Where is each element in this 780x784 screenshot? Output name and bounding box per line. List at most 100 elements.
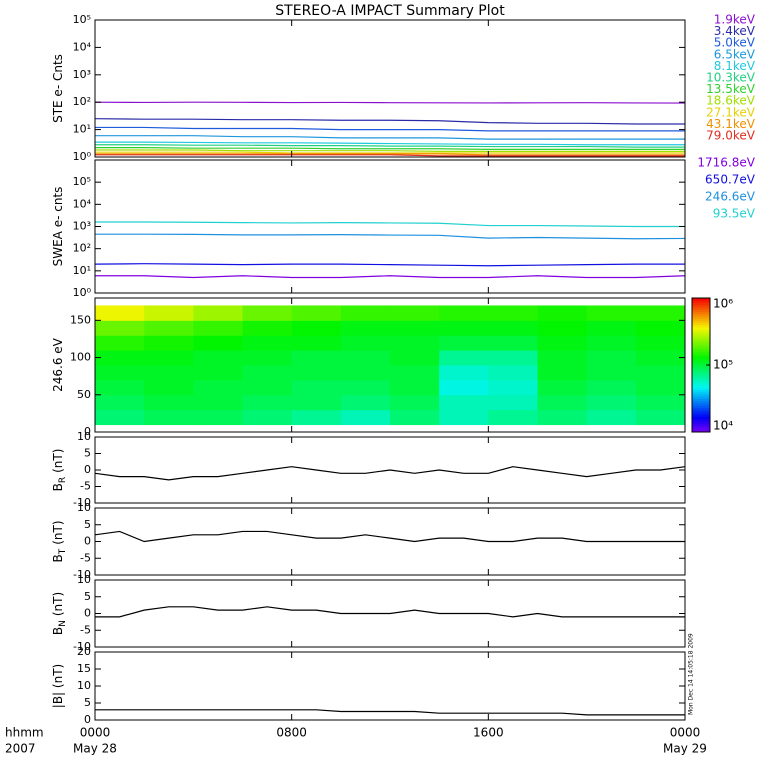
- heatmap-cell: [537, 409, 588, 426]
- y-label-text: |B| (nT): [51, 664, 65, 708]
- colorbar-stripe: [692, 407, 710, 411]
- heatmap-cell: [635, 350, 685, 366]
- heatmap-cell: [390, 365, 440, 381]
- y-tick-label: 15: [77, 662, 91, 675]
- heatmap-cell: [291, 379, 342, 396]
- heatmap-cell: [635, 394, 685, 411]
- colorbar-stripe: [692, 304, 710, 308]
- y-axis-label: STE e- Cnts: [51, 54, 65, 123]
- colorbar-label: 10⁴: [713, 419, 733, 433]
- heatmap-cell: [291, 365, 342, 381]
- heatmap-cell: [635, 365, 685, 381]
- colorbar-stripe: [692, 389, 710, 393]
- heatmap-cell: [95, 409, 145, 426]
- heatmap-cell: [586, 320, 637, 336]
- colorbar-stripe: [692, 360, 710, 364]
- footnote: Mon Dec 14 14:05:18 2009: [688, 633, 695, 715]
- y-tick-label: 10²: [73, 242, 91, 255]
- heatmap-cell: [439, 379, 489, 396]
- heatmap-cell: [635, 409, 685, 426]
- colorbar-stripe: [692, 300, 710, 303]
- colorbar-stripe: [692, 365, 710, 368]
- y-tick-label: -5: [80, 480, 91, 493]
- colorbar-stripe: [692, 391, 710, 395]
- heatmap-cell: [291, 409, 342, 426]
- colorbar-stripe: [692, 373, 710, 377]
- colorbar-stripe: [692, 411, 710, 415]
- series-line: [95, 530, 685, 543]
- series-line: [95, 135, 685, 140]
- legend-label: 3.4keV: [714, 24, 756, 38]
- colorbar-stripe: [692, 378, 710, 382]
- heatmap-cell: [390, 350, 440, 366]
- heatmap-cell: [586, 409, 637, 426]
- colorbar-stripe: [692, 371, 710, 375]
- series-line: [95, 147, 685, 150]
- legend-label: 6.5keV: [714, 47, 756, 61]
- panel-data: [95, 101, 685, 157]
- colorbar-stripe: [692, 302, 710, 306]
- y-label-unit: (nT): [51, 592, 65, 616]
- y-tick-label: 10³: [73, 220, 91, 233]
- colorbar-stripe: [692, 333, 710, 337]
- heatmap-cell: [340, 394, 391, 411]
- panel-data: [95, 221, 685, 279]
- heatmap-cell: [144, 379, 194, 396]
- colorbar-stripe: [692, 409, 710, 413]
- x-date-label: May 28: [73, 742, 117, 756]
- panel-data: [95, 606, 685, 618]
- heatmap-cell: [95, 305, 145, 321]
- series-line: [95, 126, 685, 132]
- colorbar-stripe: [692, 385, 710, 388]
- colorbar-stripe: [692, 327, 710, 330]
- y-label-sub: N: [58, 620, 68, 627]
- y-label-unit: (nT): [51, 449, 65, 473]
- heatmap-cell: [95, 379, 145, 396]
- heatmap-cell: [242, 305, 293, 321]
- colorbar-stripe: [692, 356, 710, 359]
- colorbar-stripe: [692, 405, 710, 408]
- heatmap-cell: [635, 305, 685, 321]
- series-line: [95, 221, 685, 228]
- y-tick-label: 10: [77, 573, 91, 586]
- colorbar-stripe: [692, 311, 710, 315]
- colorbar-label: 10⁶: [713, 297, 733, 311]
- heatmap-cell: [242, 320, 293, 336]
- legend-label: 246.6eV: [705, 190, 756, 204]
- colorbar-stripe: [692, 416, 710, 420]
- y-tick-label: 100: [70, 351, 91, 364]
- heatmap-cell: [439, 320, 489, 336]
- y-tick-label: 10¹: [73, 123, 91, 136]
- colorbar-stripe: [692, 380, 710, 384]
- y-label-unit: (nT): [51, 520, 65, 544]
- colorbar-stripe: [692, 344, 710, 348]
- colorbar-stripe: [692, 418, 710, 422]
- heatmap-cell: [439, 305, 489, 321]
- heatmap-cell: [95, 350, 145, 366]
- colorbar-stripe: [692, 353, 710, 357]
- heatmap-cell: [537, 320, 588, 336]
- series-line: [95, 101, 685, 104]
- series-line: [95, 606, 685, 618]
- x-tick-label: 1600: [473, 726, 504, 740]
- panel-frame: [94, 297, 686, 433]
- heatmap-cell: [390, 320, 440, 336]
- y-tick-label: 5: [84, 696, 91, 709]
- heatmap-cell: [488, 320, 538, 336]
- heatmap-cell: [340, 305, 391, 321]
- series-line: [95, 118, 685, 125]
- series-line: [95, 263, 685, 267]
- legend-label: 10.3keV: [706, 71, 756, 85]
- colorbar-stripe: [692, 420, 710, 424]
- heatmap-cell: [291, 350, 342, 366]
- heatmap-cell: [242, 409, 293, 426]
- colorbar-stripe: [692, 429, 710, 433]
- panel-frame: [94, 436, 686, 504]
- heatmap-cell: [635, 335, 685, 351]
- series-line: [95, 709, 685, 716]
- y-tick-label: 10⁴: [73, 197, 92, 210]
- y-tick-label: 10¹: [73, 264, 91, 277]
- y-tick-label: 20: [77, 645, 91, 658]
- heatmap-cell: [439, 365, 489, 381]
- legend-label: 43.1keV: [706, 117, 756, 131]
